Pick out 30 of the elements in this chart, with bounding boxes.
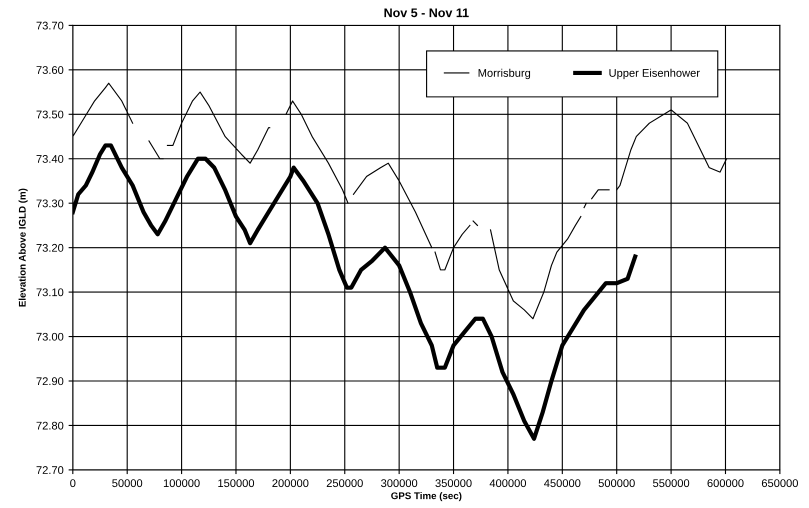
y-tick-label: 73.10 [36, 288, 64, 296]
y-tick-label: 72.80 [36, 422, 64, 430]
y-tick-label: 73.50 [36, 110, 64, 118]
legend-label: Upper Eisenhower [609, 68, 700, 80]
x-tick-label: 400000 [490, 479, 526, 488]
x-axis-title: GPS Time (sec) [391, 492, 462, 502]
y-tick-label: 72.70 [36, 466, 64, 474]
x-tick-label: 250000 [326, 479, 363, 488]
legend-label: Morrisburg [478, 68, 530, 80]
x-tick-label: 600000 [708, 479, 744, 488]
x-tick-label: 300000 [381, 479, 418, 488]
y-tick-label: 73.40 [36, 155, 64, 163]
x-tick-label: 200000 [272, 479, 308, 488]
y-tick-label: 72.90 [36, 377, 64, 386]
x-tick-label: 350000 [435, 479, 472, 488]
x-tick-label: 450000 [544, 479, 580, 488]
x-tick-label: 550000 [653, 479, 690, 488]
y-tick-label: 73.20 [36, 244, 64, 252]
x-tick-label: 150000 [218, 479, 254, 488]
x-tick-label: 100000 [164, 479, 200, 488]
chart-title: Nov 5 - Nov 11 [384, 8, 469, 18]
x-tick-label: 50000 [112, 479, 142, 488]
y-axis-title: Elevation Above IGLD (m) [18, 188, 28, 307]
x-tick-label: 500000 [598, 479, 635, 488]
y-tick-label: 73.70 [36, 22, 64, 30]
y-tick-label: 73.00 [36, 332, 64, 341]
x-tick-label: 0 [70, 479, 76, 488]
x-tick-label: 650000 [762, 479, 798, 488]
y-tick-label: 73.60 [36, 66, 64, 74]
y-tick-label: 73.30 [36, 199, 64, 208]
